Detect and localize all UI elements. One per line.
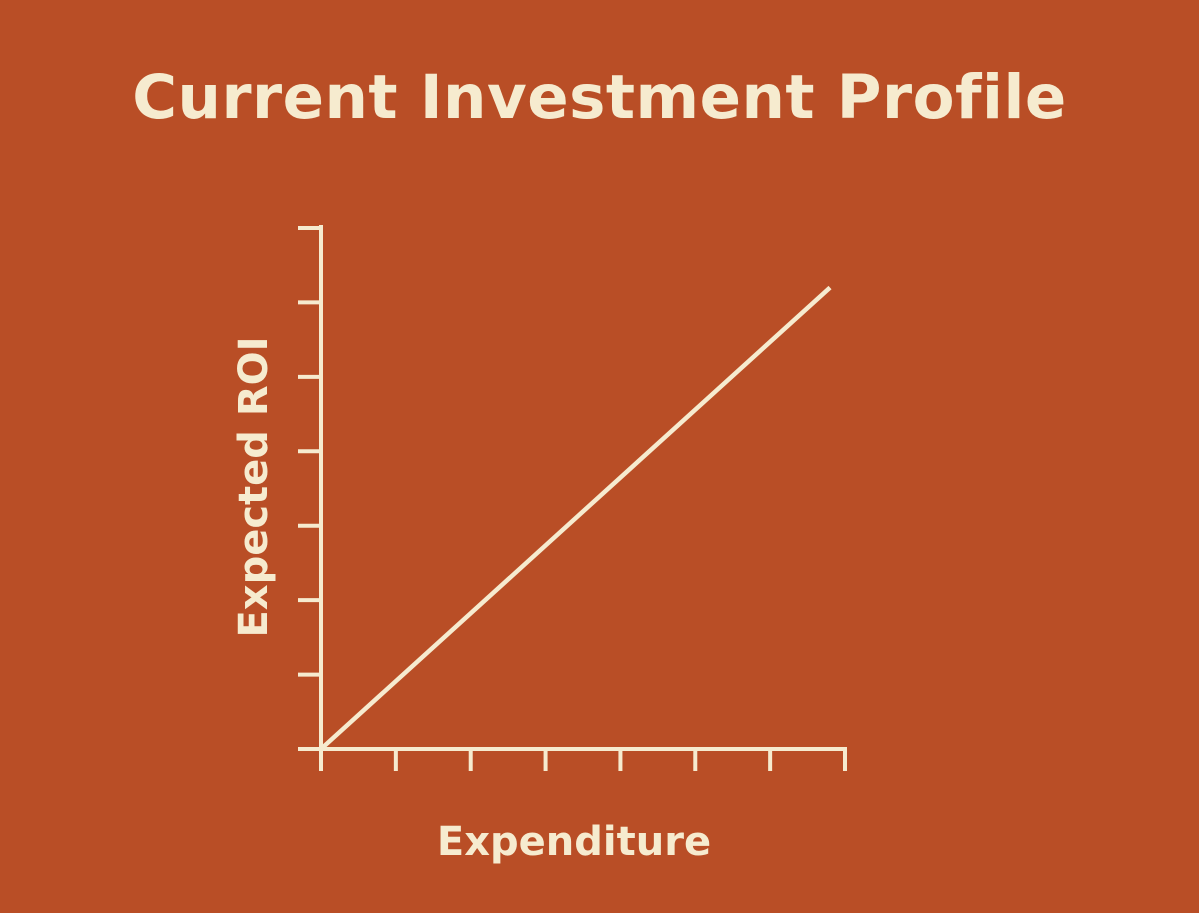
ticks [298, 226, 847, 771]
x-axis-title: Expenditure [437, 819, 711, 865]
y-axis-title: Expected ROI [231, 336, 277, 637]
series-line [319, 285, 832, 751]
plot-area [319, 285, 832, 751]
axes [319, 225, 847, 751]
slide-title: Current Investment Profile [132, 62, 1067, 133]
